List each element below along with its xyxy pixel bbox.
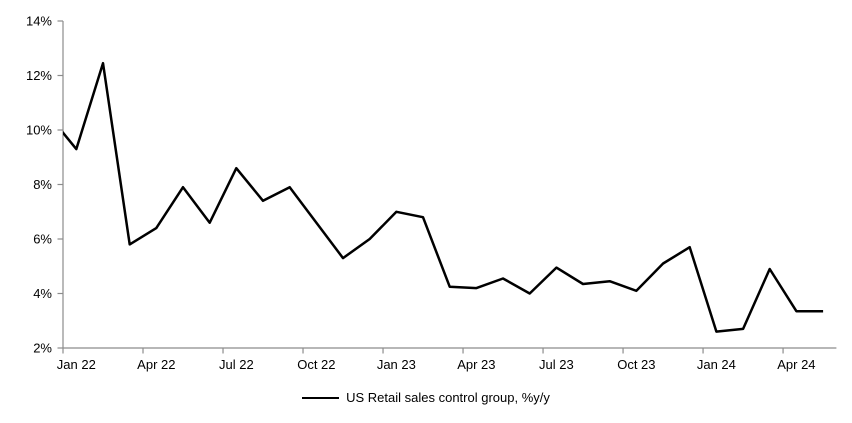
x-tick-label: Jan 22 [57,357,96,372]
x-tick-label: Jan 23 [377,357,416,372]
y-tick-label: 10% [26,123,52,138]
x-tick-label: Apr 22 [137,357,175,372]
y-tick-label: 4% [33,286,52,301]
y-tick-label: 12% [26,68,52,83]
x-tick-label: Apr 23 [457,357,495,372]
x-tick-label: Oct 23 [617,357,655,372]
axes [57,20,837,354]
y-tick-label: 6% [33,232,52,247]
legend-line-sample [302,396,340,399]
x-tick-label: Oct 22 [297,357,335,372]
legend: US Retail sales control group, %y/y [0,389,852,406]
axis-labels: 2% 4% 6% 8% 10% 12% 14% Jan 22 Apr 22 Jul 22 Oct 2… [26,14,816,373]
x-tick-label: Apr 24 [777,357,815,372]
x-tick-label: Jan 24 [697,357,736,372]
legend-label: US Retail sales control group, %y/y [346,390,550,405]
x-tick-label: Jul 23 [539,357,574,372]
data-line [63,61,824,333]
y-tick-label: 2% [33,341,52,356]
y-tick-label: 8% [33,177,52,192]
x-tick-label: Jul 22 [219,357,254,372]
y-tick-label: 14% [26,14,52,29]
